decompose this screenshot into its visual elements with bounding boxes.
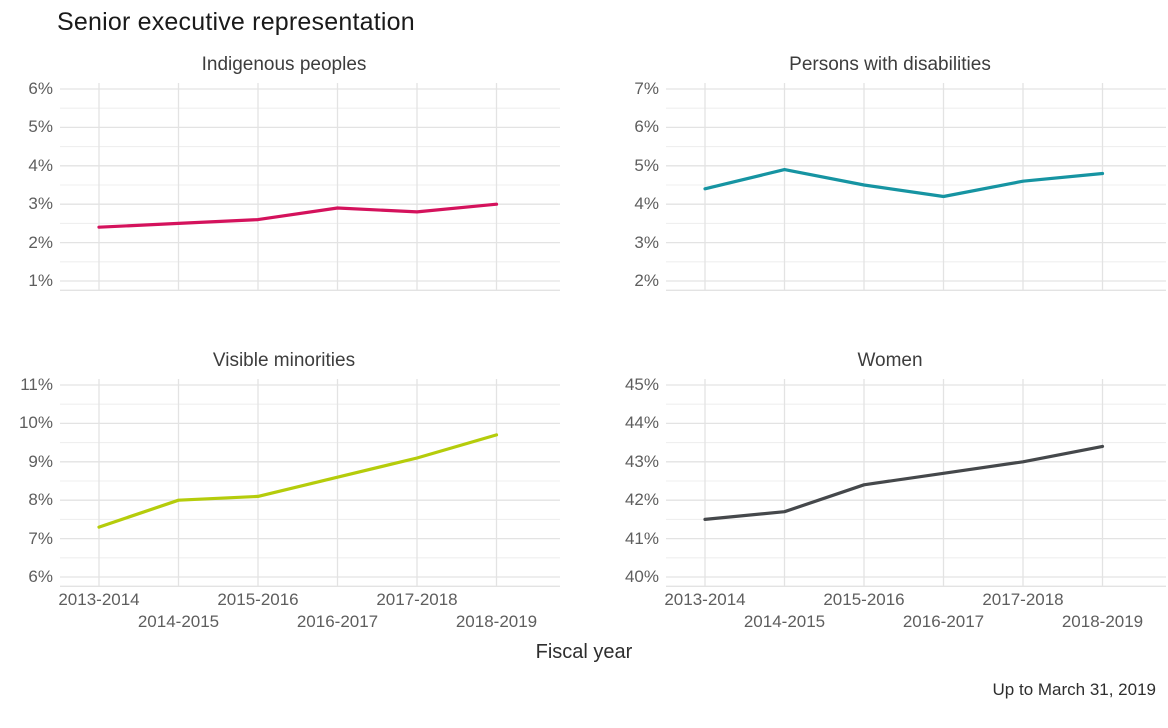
y-tick-label: 6% [28, 567, 53, 586]
line-plot-persons-with-disabilities [666, 83, 1166, 291]
line-plot-indigenous-peoples [60, 83, 560, 291]
x-axis-title: Fiscal year [535, 641, 633, 663]
y-tick-label: 7% [28, 528, 53, 548]
y-tick-label: 7% [634, 79, 659, 98]
y-tick-label: 3% [634, 232, 659, 252]
y-tick-label: 8% [28, 490, 53, 510]
x-tick-label: 2017-2018 [982, 590, 1064, 609]
y-tick-label: 5% [28, 117, 53, 137]
chart-caption: Up to March 31, 2019 [992, 680, 1156, 699]
plot-row: 11% 10% 9% 8% 7% 6% [8, 375, 560, 587]
x-tick-label: 2014-2015 [137, 612, 220, 631]
x-tick-label: 2015-2016 [217, 590, 299, 609]
facet-title-visible-minorities: Visible minorities [212, 350, 356, 371]
facet-persons-with-disabilities: Persons with disabilities 7% 6% 5% 4% 3% 2% [614, 53, 1166, 291]
x-tick-label: 2013-2014 [664, 590, 746, 609]
y-tick-label: 4% [28, 155, 53, 175]
data-line [97, 202, 499, 229]
data-line [703, 167, 1105, 199]
y-tick-label: 10% [18, 413, 53, 433]
facet-women: Women 45% 44% 43% 42% 41% 40% 2013-2014 2014-2… [614, 349, 1166, 635]
y-axis-labels: 6% 5% 4% 3% 2% 1% [8, 79, 60, 291]
y-tick-label: 5% [634, 155, 659, 175]
chart-title: Senior executive representation [57, 8, 415, 36]
facet-grid: Indigenous peoples 6% 5% 4% 3% 2% 1% Persons … [0, 53, 1168, 635]
x-tick-label: 2016-2017 [296, 612, 379, 631]
x-tick-label: 2013-2014 [58, 590, 140, 609]
x-tick-label: 2016-2017 [902, 612, 985, 631]
facet-title-women: Women [857, 350, 923, 371]
line-plot-women [666, 379, 1166, 587]
y-tick-label: 9% [28, 451, 53, 471]
facet-visible-minorities: Visible minorities 11% 10% 9% 8% 7% 6% 2013-2… [8, 349, 560, 635]
plot-row: 45% 44% 43% 42% 41% 40% [614, 375, 1166, 587]
x-tick-label: 2014-2015 [743, 612, 826, 631]
y-tick-label: 42% [624, 490, 659, 510]
data-line [97, 433, 499, 529]
y-tick-label: 3% [28, 194, 53, 214]
y-axis-labels: 45% 44% 43% 42% 41% 40% [614, 375, 666, 587]
facet-title-persons-with-disabilities: Persons with disabilities [789, 54, 991, 75]
y-tick-label: 6% [28, 79, 53, 98]
y-axis-labels: 11% 10% 9% 8% 7% 6% [8, 375, 60, 587]
facet-indigenous-peoples: Indigenous peoples 6% 5% 4% 3% 2% 1% [8, 53, 560, 291]
y-axis-labels: 7% 6% 5% 4% 3% 2% [614, 79, 666, 291]
y-tick-label: 2% [28, 232, 53, 252]
y-tick-label: 11% [20, 375, 53, 394]
x-tick-label: 2015-2016 [823, 590, 905, 609]
y-tick-label: 40% [624, 567, 659, 586]
plot-row: 6% 5% 4% 3% 2% 1% [8, 79, 560, 291]
y-tick-label: 6% [634, 117, 659, 137]
y-tick-label: 2% [634, 271, 659, 290]
y-tick-label: 1% [28, 271, 53, 290]
x-tick-label: 2018-2019 [1061, 612, 1144, 631]
x-tick-label: 2018-2019 [455, 612, 538, 631]
y-tick-label: 41% [624, 528, 659, 548]
y-tick-label: 44% [624, 413, 659, 433]
line-plot-visible-minorities [60, 379, 560, 587]
y-tick-label: 43% [624, 451, 659, 471]
facet-title-indigenous-peoples: Indigenous peoples [201, 54, 367, 75]
y-tick-label: 45% [624, 375, 659, 394]
x-axis-labels: 2013-2014 2014-2015 2015-2016 2016-2017 2017… [8, 587, 560, 635]
x-axis-labels: 2013-2014 2014-2015 2015-2016 2016-2017 2017… [614, 587, 1166, 635]
data-line [703, 444, 1105, 521]
plot-row: 7% 6% 5% 4% 3% 2% [614, 79, 1166, 291]
y-tick-label: 4% [634, 194, 659, 214]
x-tick-label: 2017-2018 [376, 590, 458, 609]
